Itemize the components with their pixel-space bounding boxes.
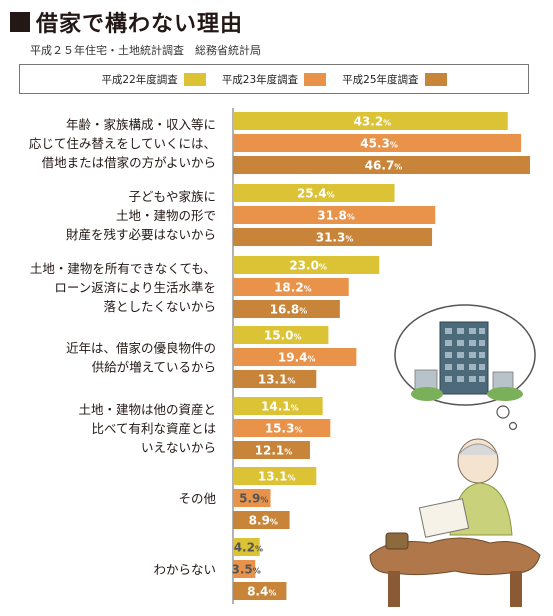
bar-5-0 — [233, 467, 317, 485]
category-label-3-1: 供給が増えているから — [92, 360, 216, 375]
bar-3-2 — [233, 370, 317, 388]
legend-item-2011: 平成23年度調査 — [221, 72, 327, 87]
data-label-4-2: 12.1% — [255, 444, 293, 458]
bar-0-2 — [233, 156, 531, 174]
category-label-0-1: 応じて住み替えをしていくには、 — [29, 136, 216, 151]
bar-6-2 — [233, 582, 287, 600]
chart-subtitle: 平成２５年住宅・土地統計調査 総務省統計局 — [30, 44, 261, 57]
category-label-4-2: いえないから — [141, 440, 216, 455]
data-label-3-2: 13.1% — [258, 373, 296, 387]
data-label-3-1: 19.4% — [278, 351, 316, 365]
category-label-6-0: わからない — [153, 562, 216, 577]
bar-1-0 — [233, 184, 395, 202]
legend-item-2013: 平成25年度調査 — [342, 72, 447, 87]
category-label-1-1: 土地・建物の形で — [116, 208, 216, 223]
bar-4-1 — [233, 419, 331, 437]
bar-2-1 — [233, 278, 349, 296]
title-block: 借家で構わない理由 — [10, 6, 243, 38]
category-label-0-0: 年齢・家族構成・収入等に — [66, 117, 216, 132]
data-label-5-2: 8.9% — [249, 514, 278, 528]
data-label-2-2: 16.8% — [270, 303, 308, 317]
bar-5-1 — [233, 489, 271, 507]
category-label-2-0: 土地・建物を所有できなくても、 — [30, 261, 216, 276]
legend-swatch-2010 — [183, 72, 206, 86]
bar-4-2 — [233, 441, 310, 459]
legend-swatch-2013 — [424, 72, 447, 86]
legend-label-2010: 平成22年度調査 — [101, 73, 178, 86]
category-label-2-2: 落としたくないから — [103, 299, 216, 314]
category-label-3-0: 近年は、借家の優良物件の — [66, 341, 216, 356]
data-label-0-2: 46.7% — [365, 159, 403, 173]
bar-1-2 — [233, 228, 433, 246]
bar-2-2 — [233, 300, 340, 318]
bar-0-1 — [233, 134, 522, 152]
category-label-4-0: 土地・建物は他の資産と — [78, 402, 216, 417]
title-square-icon — [10, 12, 30, 32]
bar-1-1 — [233, 206, 436, 224]
bar-0-0 — [233, 112, 508, 130]
data-label-1-0: 25.4% — [297, 187, 335, 201]
bar-4-0 — [233, 397, 323, 415]
data-label-5-1: 5.9% — [239, 492, 268, 506]
data-label-1-2: 31.3% — [316, 231, 354, 245]
bar-3-1 — [233, 348, 357, 366]
data-label-0-0: 43.2% — [354, 115, 392, 129]
reading-person-illustration — [369, 438, 541, 607]
category-label-5-0: その他 — [178, 491, 216, 506]
data-label-2-1: 18.2% — [274, 281, 312, 295]
bar-6-0 — [233, 538, 260, 556]
legend-swatch-2011 — [304, 72, 327, 86]
bar-6-1 — [233, 560, 256, 578]
category-label-0-2: 借地または借家の方がよいから — [42, 155, 216, 170]
category-label-4-1: 比べて有利な資産とは — [91, 421, 216, 436]
data-label-2-0: 23.0% — [289, 259, 327, 273]
data-label-5-0: 13.1% — [258, 470, 296, 484]
thought-bubble-building-illustration — [394, 304, 536, 431]
chart-title: 借家で構わない理由 — [36, 12, 244, 37]
data-label-6-1: 3.5% — [231, 563, 260, 577]
legend-label-2013: 平成25年度調査 — [342, 73, 419, 86]
legend-item-2010: 平成22年度調査 — [101, 72, 206, 87]
data-label-1-1: 31.8% — [317, 209, 355, 223]
category-label-2-1: ローン返済により生活水準を — [54, 280, 216, 295]
bar-2-0 — [233, 256, 380, 274]
category-label-1-2: 財産を残す必要はないから — [66, 227, 216, 242]
data-label-6-0: 4.2% — [234, 541, 263, 555]
bar-5-2 — [233, 511, 290, 529]
data-label-0-1: 45.3% — [360, 137, 398, 151]
data-label-6-2: 8.4% — [247, 585, 276, 599]
data-label-4-1: 15.3% — [265, 422, 303, 436]
legend: 平成22年度調査 平成23年度調査 平成25年度調査 — [19, 64, 529, 94]
category-label-1-0: 子どもや家族に — [128, 189, 216, 204]
legend-label-2011: 平成23年度調査 — [221, 73, 299, 86]
data-label-3-0: 15.0% — [264, 329, 302, 343]
data-label-4-0: 14.1% — [261, 400, 299, 414]
bar-3-0 — [233, 326, 329, 344]
